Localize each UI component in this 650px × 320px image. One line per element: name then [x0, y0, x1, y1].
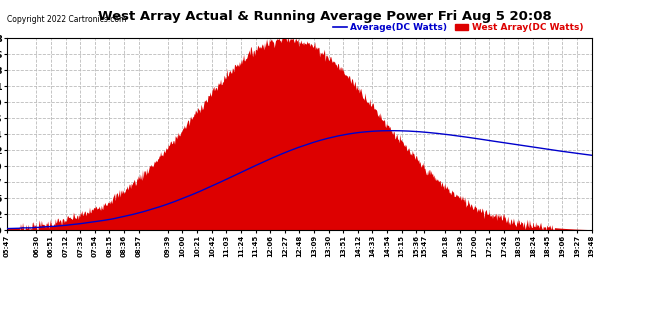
Text: West Array Actual & Running Average Power Fri Aug 5 20:08: West Array Actual & Running Average Powe… — [98, 10, 552, 23]
Text: Copyright 2022 Cartronics.com: Copyright 2022 Cartronics.com — [7, 15, 127, 24]
Legend: Average(DC Watts), West Array(DC Watts): Average(DC Watts), West Array(DC Watts) — [330, 20, 587, 36]
